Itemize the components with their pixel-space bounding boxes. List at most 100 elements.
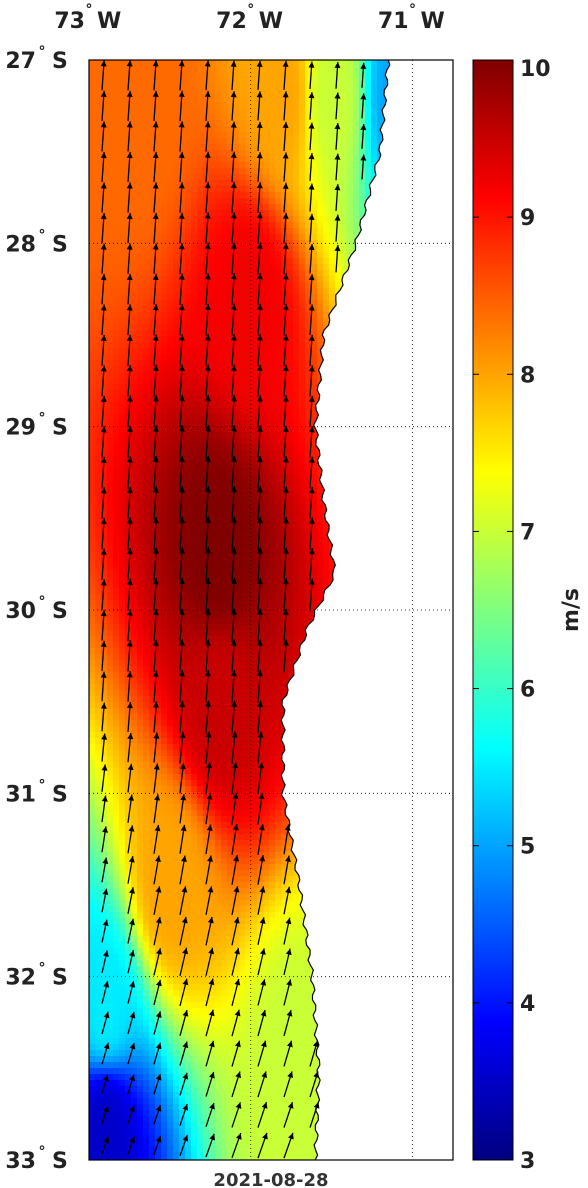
latitude-hemisphere: S (52, 599, 68, 624)
wind-vector (308, 304, 315, 336)
wind-vector (179, 700, 186, 734)
wind-vector (256, 91, 263, 121)
wind-vector (282, 578, 289, 612)
wind-vector (230, 303, 237, 336)
wind-vector (282, 364, 289, 397)
colorbar-tick-label: 10 (520, 57, 551, 82)
wind-vector (205, 1071, 215, 1097)
wind-vector (101, 857, 109, 883)
wind-vector (282, 121, 289, 152)
wind-vector (283, 1071, 294, 1098)
wind-vector (308, 153, 315, 181)
wind-vector (153, 1042, 162, 1065)
wind-vector (153, 794, 161, 824)
wind-vector (204, 212, 211, 244)
wind-vector (257, 762, 265, 795)
wind-vector (230, 639, 237, 673)
wind-vector (179, 1009, 189, 1037)
wind-vector (283, 1101, 294, 1128)
wind-vector (257, 731, 264, 764)
wind-vector (127, 949, 135, 974)
wind-vector (179, 1041, 189, 1066)
wind-vector (126, 365, 133, 397)
wind-vector (126, 517, 133, 550)
latitude-label: 33 (5, 1149, 36, 1174)
wind-vector (126, 640, 133, 672)
degree-symbol: ° (39, 777, 46, 793)
wind-vector (101, 919, 109, 943)
wind-vector (152, 639, 159, 673)
wind-vector (230, 364, 237, 397)
degree-symbol: ° (39, 1144, 46, 1160)
wind-vector (179, 916, 188, 946)
wind-vector (152, 273, 159, 305)
wind-vector (101, 1042, 110, 1065)
wind-vector (153, 855, 161, 885)
wind-vector (308, 395, 315, 428)
colorbar-ticks: 3 4 5 6 7 8 9 10 (473, 57, 551, 1174)
wind-vector (283, 1040, 293, 1067)
wind-vector (204, 425, 211, 459)
wind-vector (101, 764, 108, 792)
wind-vector (100, 121, 107, 152)
wind-vector (256, 242, 263, 275)
wind-vector (204, 334, 211, 367)
wind-vector (127, 1105, 135, 1124)
wind-vector (282, 182, 289, 213)
wind-vector (204, 121, 211, 152)
wind-vector (308, 274, 315, 305)
longitude-label: 71 (378, 9, 409, 34)
wind-vector (231, 916, 240, 946)
wind-vector (152, 151, 159, 183)
wind-vector (257, 886, 266, 915)
wind-vector (308, 487, 315, 520)
wind-vector (100, 334, 107, 366)
wind-vector (153, 732, 160, 763)
wind-vector (231, 854, 240, 885)
wind-vector (282, 486, 289, 520)
wind-vector (100, 487, 107, 519)
wind-vector (178, 486, 185, 520)
wind-vector (126, 304, 133, 336)
wind-vector (100, 702, 107, 732)
wind-vector (257, 1101, 268, 1128)
wind-vector (178, 212, 185, 244)
wind-vector (360, 154, 367, 180)
wind-vector (256, 334, 263, 367)
wind-vector (283, 979, 292, 1006)
wind-vector (179, 824, 187, 854)
wind-vector (152, 364, 159, 397)
wind-vector (231, 700, 238, 734)
wind-vector (127, 887, 135, 914)
wind-vector (309, 1040, 319, 1067)
wind-vector (152, 547, 159, 581)
wind-vector (360, 62, 367, 88)
wind-vector (308, 334, 315, 366)
wind-vector (126, 121, 133, 152)
wind-vector (256, 608, 263, 642)
wind-vector (127, 1042, 136, 1065)
wind-vector (127, 856, 135, 884)
degree-symbol: ° (39, 961, 46, 977)
wind-vector (257, 1071, 268, 1098)
wind-vector (308, 213, 315, 243)
wind-vector (179, 886, 188, 915)
wind-vector (257, 700, 264, 734)
degree-symbol: ° (39, 411, 46, 427)
latitude-hemisphere: S (52, 232, 68, 257)
wind-vector (230, 670, 237, 703)
wind-vector (360, 123, 367, 149)
latitude-hemisphere: S (52, 49, 68, 74)
wind-vector (334, 153, 341, 181)
longitude-label: 73 (54, 9, 85, 34)
wind-vector (126, 182, 133, 213)
wind-vector (153, 1011, 162, 1035)
colorbar-tick-label: 5 (520, 835, 535, 860)
latitude-label: 29 (5, 416, 36, 441)
wind-vector (308, 547, 315, 581)
wind-vector (308, 243, 315, 274)
wind-vector (100, 243, 107, 274)
wind-vector (231, 885, 240, 916)
wind-vector (101, 1136, 109, 1155)
wind-vector (126, 486, 133, 520)
